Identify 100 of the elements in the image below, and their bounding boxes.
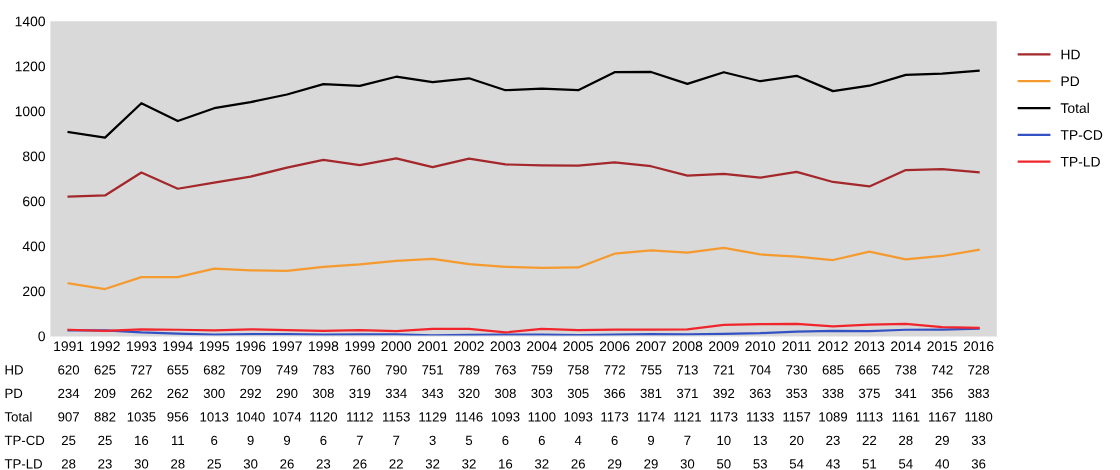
data-label: 30 (243, 459, 258, 469)
data-label: 713 (677, 365, 698, 375)
data-label: 620 (58, 365, 80, 375)
data-label: 1093 (564, 412, 593, 422)
line-series (67, 327, 980, 337)
data-label: 334 (385, 388, 407, 399)
data-label: 6 (211, 435, 218, 446)
data-label: 1120 (310, 412, 338, 422)
text: HD (5, 365, 23, 375)
data-label: 25 (61, 435, 76, 446)
data-label: 709 (240, 365, 261, 375)
data-label: 32 (534, 459, 549, 469)
data-label: 7 (393, 435, 400, 445)
data-label: 16 (135, 435, 149, 446)
x-tick-label: 2009 (709, 341, 739, 352)
data-label: 682 (203, 365, 225, 375)
data-label: 305 (567, 388, 589, 399)
data-label: 28 (61, 459, 76, 469)
data-label: 25 (98, 435, 112, 446)
data-label: 9 (647, 435, 655, 446)
data-label: 353 (786, 388, 808, 399)
data-label: 22 (862, 435, 877, 445)
x-tick-label: 2012 (818, 341, 848, 352)
data-label: 25 (207, 459, 221, 469)
data-label: 262 (167, 388, 189, 399)
data-label: 23 (316, 459, 331, 469)
data-label: 26 (571, 459, 585, 469)
data-label: 356 (931, 388, 953, 399)
data-label: 730 (786, 365, 808, 375)
data-label: 7 (684, 435, 691, 445)
data-label: 665 (859, 365, 880, 375)
y-tick-label: 800 (22, 151, 45, 162)
y-tick-label: 600 (23, 196, 45, 207)
y-tick-label: 1200 (15, 61, 45, 72)
data-label: 760 (349, 365, 371, 375)
data-label: 7 (356, 435, 363, 445)
x-tick-label: 2010 (745, 341, 776, 352)
data-label: 789 (458, 365, 480, 375)
data-label: 30 (134, 459, 149, 469)
x-tick-label: 2016 (963, 341, 994, 352)
data-label: 727 (131, 365, 152, 375)
data-label: 751 (422, 365, 443, 375)
data-label: 28 (899, 435, 913, 446)
x-tick-label: 2006 (599, 341, 630, 352)
data-label: 300 (203, 388, 225, 399)
data-label: 742 (931, 365, 953, 375)
data-label: 9 (283, 435, 291, 446)
data-label: 43 (825, 459, 840, 469)
data-label: 308 (494, 388, 516, 399)
data-label: 1040 (236, 412, 265, 422)
data-label: 303 (531, 388, 553, 399)
data-label: 30 (680, 459, 695, 469)
x-tick-label: 1993 (127, 341, 157, 352)
data-label: 26 (353, 459, 367, 469)
x-tick-label: 2013 (854, 341, 885, 352)
line-series (67, 246, 980, 291)
x-tick-label: 2001 (417, 341, 448, 352)
data-label: 1100 (528, 412, 556, 422)
x-tick-label: 1991 (54, 341, 84, 352)
y-tick-label: 0 (38, 331, 45, 342)
data-label: 262 (131, 388, 152, 399)
data-label: 1146 (455, 412, 483, 422)
data-label: 381 (640, 388, 662, 399)
data-label: 32 (462, 459, 476, 469)
y-tick-label: 1400 (15, 16, 45, 27)
data-label: 29 (644, 459, 658, 469)
x-tick-label: 1997 (272, 341, 302, 352)
data-label: 1173 (601, 412, 629, 422)
data-label: 11 (171, 435, 185, 445)
text: Total (4, 411, 32, 422)
data-label: 1112 (347, 412, 373, 422)
data-label: 50 (716, 459, 731, 469)
data-label: 28 (171, 459, 185, 469)
x-tick-label: 2002 (454, 341, 484, 352)
data-label: 721 (713, 365, 735, 375)
x-tick-label: 1998 (309, 341, 339, 352)
text: TP-CD (4, 435, 45, 446)
data-label: 319 (349, 388, 371, 399)
data-label: 320 (458, 388, 480, 399)
line-series (67, 157, 980, 198)
text: TP-LD (4, 459, 42, 469)
data-label: 36 (971, 459, 986, 469)
data-label: 1133 (747, 412, 774, 422)
data-label: 20 (789, 435, 804, 446)
x-tick-label: 2005 (563, 341, 594, 352)
data-label: 23 (826, 435, 840, 446)
line-series (67, 322, 980, 334)
data-label: 6 (320, 435, 327, 446)
data-label: 29 (935, 435, 949, 446)
x-tick-label: 2014 (891, 341, 921, 352)
data-label: 54 (789, 459, 804, 469)
data-label: 54 (898, 459, 913, 469)
data-label: 790 (385, 365, 407, 375)
data-label: 234 (58, 388, 80, 399)
data-label: 1180 (965, 412, 993, 422)
data-label: 341 (895, 388, 917, 399)
legend-label: TP-LD (1060, 157, 1100, 167)
data-label: 755 (640, 365, 662, 375)
data-label: 6 (611, 435, 618, 446)
legend-label: HD (1061, 49, 1080, 60)
